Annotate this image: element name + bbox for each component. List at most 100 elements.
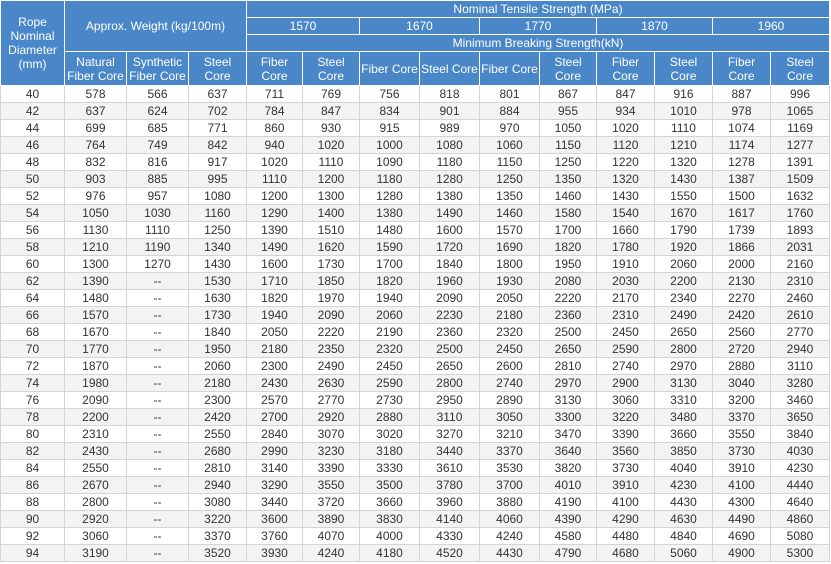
value-cell: 1130	[64, 221, 127, 239]
value-cell: 884	[479, 102, 540, 120]
weight-column-header: Natural Fiber Core	[64, 51, 127, 86]
value-cell: 4100	[596, 493, 655, 511]
value-cell: 1840	[419, 255, 480, 273]
value-cell: 1820	[359, 272, 420, 290]
value-cell: 1210	[64, 238, 127, 256]
value-cell: 1110	[126, 221, 189, 239]
diameter-cell: 76	[0, 391, 65, 409]
table-row: 82 2430 -- 2680 2990 3230 3180 3440 3370 3640 3560…	[0, 442, 830, 460]
header-row: Rope Nominal Diameter (mm) Approx. Weigh…	[0, 0, 830, 86]
diameter-cell: 40	[0, 85, 65, 103]
value-cell: 711	[246, 85, 303, 103]
diameter-header: Rope Nominal Diameter (mm)	[0, 0, 65, 86]
value-cell: 5080	[770, 527, 830, 545]
value-cell: 2770	[770, 323, 830, 341]
value-cell: 4480	[596, 527, 655, 545]
header-row: 1570 1670 1770 1870 1960	[1, 17, 830, 35]
value-cell: 2050	[246, 323, 303, 341]
value-cell: 3390	[302, 459, 360, 477]
value-cell: 1120	[596, 136, 655, 154]
value-cell: 2220	[539, 289, 597, 307]
value-cell: 1500	[712, 187, 771, 205]
value-cell: 1065	[770, 102, 830, 120]
value-cell: 3200	[712, 391, 771, 409]
grade-header: 1770	[479, 17, 597, 35]
value-cell: 1570	[479, 221, 540, 239]
value-cell: 1530	[188, 272, 247, 290]
value-cell: 3550	[302, 476, 360, 494]
value-cell: 1670	[654, 204, 713, 222]
value-cell: 3850	[654, 442, 713, 460]
diameter-cell: 82	[0, 442, 65, 460]
value-cell: 4640	[770, 493, 830, 511]
value-cell: 702	[188, 102, 247, 120]
table-row: 62 1390 -- 1530 1710 1850 1820 1960 1930 2080 2030…	[0, 272, 830, 290]
value-cell: 2880	[359, 408, 420, 426]
value-cell: 2460	[770, 289, 830, 307]
value-cell: 1820	[539, 238, 597, 256]
value-cell: 2810	[539, 357, 597, 375]
value-cell: 4840	[654, 527, 713, 545]
table-row: 84 2550 -- 2810 3140 3390 3330 3610 3530 3820 3730…	[0, 459, 830, 477]
value-cell: 2650	[654, 323, 713, 341]
weight-header: Approx. Weight (kg/100m)	[64, 0, 247, 52]
value-cell: 3830	[359, 510, 420, 528]
value-cell: 1600	[246, 255, 303, 273]
value-cell: 1910	[596, 255, 655, 273]
value-cell: --	[126, 272, 189, 290]
value-cell: 3840	[770, 425, 830, 443]
value-cell: 1730	[188, 306, 247, 324]
value-cell: 1074	[712, 119, 771, 137]
table-row: 60 1300 1270 1430 1600 1730 1700 1840 1800 1950 19…	[0, 255, 830, 273]
value-cell: 2080	[539, 272, 597, 290]
value-cell: 3370	[188, 527, 247, 545]
value-cell: 1870	[64, 357, 127, 375]
value-cell: 2340	[654, 289, 713, 307]
value-cell: 1430	[654, 170, 713, 188]
diameter-cell: 78	[0, 408, 65, 426]
value-cell: 3550	[712, 425, 771, 443]
value-cell: 915	[359, 119, 420, 137]
value-cell: 2420	[188, 408, 247, 426]
tensile-header: Nominal Tensile Strength (MPa)	[246, 0, 830, 18]
value-cell: 2031	[770, 238, 830, 256]
value-cell: 4690	[712, 527, 771, 545]
value-cell: 1090	[359, 153, 420, 171]
value-cell: 1970	[302, 289, 360, 307]
value-cell: 1632	[770, 187, 830, 205]
value-cell: --	[126, 323, 189, 341]
value-cell: 1110	[246, 170, 303, 188]
value-cell: 1739	[712, 221, 771, 239]
value-cell: 1380	[419, 187, 480, 205]
value-cell: 2590	[596, 340, 655, 358]
value-cell: 624	[126, 102, 189, 120]
diameter-cell: 68	[0, 323, 65, 341]
diameter-cell: 62	[0, 272, 65, 290]
value-cell: 3140	[246, 459, 303, 477]
value-cell: 978	[712, 102, 771, 120]
value-cell: 1570	[64, 306, 127, 324]
value-cell: 3440	[419, 442, 480, 460]
value-cell: 1760	[770, 204, 830, 222]
value-cell: --	[126, 510, 189, 528]
value-cell: 2500	[539, 323, 597, 341]
value-cell: 1950	[539, 255, 597, 273]
value-cell: 1020	[246, 153, 303, 171]
value-cell: 4520	[419, 544, 480, 562]
value-cell: --	[126, 442, 189, 460]
value-cell: 784	[246, 102, 303, 120]
diameter-cell: 84	[0, 459, 65, 477]
weight-column-header: Steel Core	[188, 51, 247, 86]
value-cell: 1550	[654, 187, 713, 205]
value-cell: 3520	[188, 544, 247, 562]
value-cell: 2490	[302, 357, 360, 375]
value-cell: 4860	[770, 510, 830, 528]
value-cell: 4180	[359, 544, 420, 562]
value-cell: --	[126, 408, 189, 426]
value-cell: 2560	[712, 323, 771, 341]
value-cell: 1340	[188, 238, 247, 256]
value-cell: 3470	[539, 425, 597, 443]
value-cell: 2570	[246, 391, 303, 409]
value-cell: 3660	[654, 425, 713, 443]
value-cell: 2900	[596, 374, 655, 392]
